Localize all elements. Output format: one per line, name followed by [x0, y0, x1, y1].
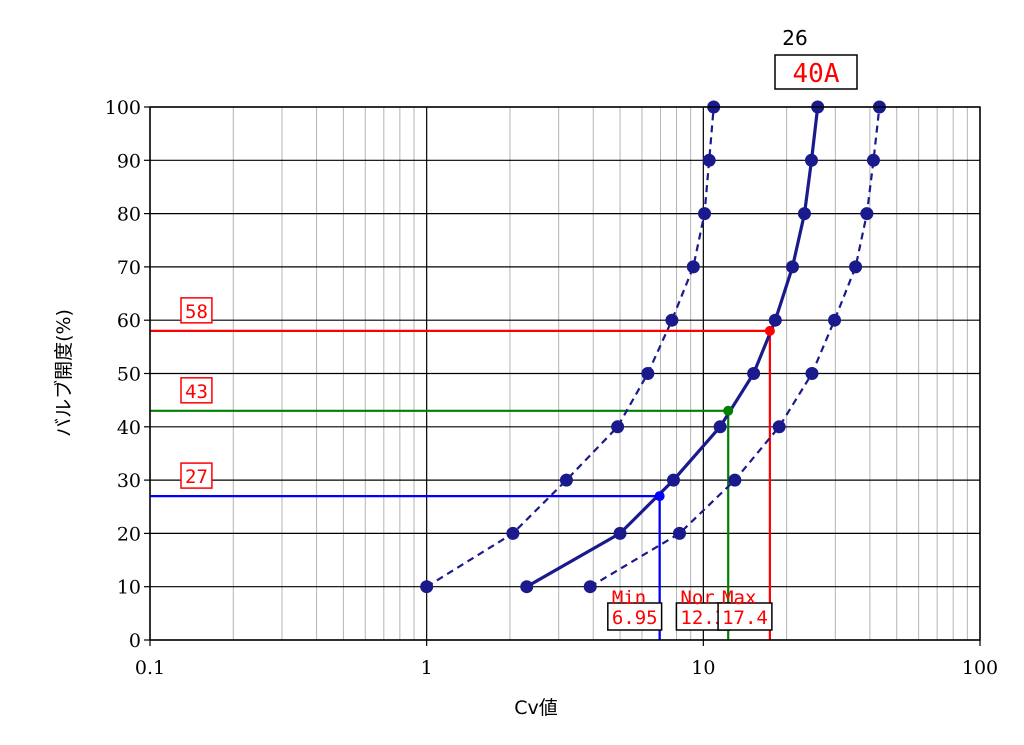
data-point-upper-bound	[728, 473, 742, 487]
data-point-nominal	[797, 207, 811, 221]
point-name-nor: Nor	[680, 587, 714, 609]
opening-label-box-min	[180, 462, 213, 489]
data-point-upper-bound	[772, 420, 786, 434]
data-point-nominal	[713, 420, 727, 434]
y-tick-label: 70	[117, 257, 141, 279]
data-point-lower-bound	[559, 473, 573, 487]
series-line-nominal	[525, 106, 820, 589]
opening-label-box-nor	[180, 377, 213, 404]
series-line-upper-bound	[589, 106, 881, 588]
cv-label-nor: 12.3	[680, 607, 726, 629]
cv-label-box-min	[607, 602, 663, 631]
data-point-lower-bound	[611, 420, 625, 434]
y-tick-label: 10	[117, 577, 141, 599]
y-tick-label: 80	[117, 204, 141, 226]
point-name-min: Min	[612, 587, 646, 609]
data-point-upper-bound	[860, 207, 874, 221]
curves	[420, 100, 886, 594]
data-point-lower-bound	[506, 526, 520, 540]
data-point-lower-bound	[665, 313, 679, 327]
y-tick-label: 100	[105, 97, 141, 119]
x-tick-label: 100	[962, 657, 998, 679]
cv-label-max: 17.4	[722, 607, 768, 629]
data-point-lower-bound	[641, 367, 655, 380]
operating-point-max	[764, 325, 775, 336]
data-point-upper-bound	[866, 153, 880, 167]
x-axis-title: Cv値	[514, 697, 558, 719]
chart-title-box	[774, 54, 858, 90]
y-axis-title: バルブ開度(%)	[52, 309, 75, 437]
series-line-lower-bound	[426, 106, 715, 588]
y-tick-label: 50	[117, 364, 141, 386]
data-point-nominal	[768, 313, 782, 327]
chart-title-main: 40A	[793, 59, 840, 89]
data-point-upper-bound	[805, 367, 819, 380]
opening-label-max: 58	[185, 301, 208, 323]
opening-label-box-max	[180, 297, 213, 324]
x-tick-label: 10	[691, 657, 715, 679]
operating-point-min	[654, 491, 665, 502]
y-tick-label: 20	[117, 523, 141, 545]
y-tick-label: 40	[117, 417, 141, 439]
data-point-nominal	[785, 260, 799, 274]
data-point-nominal	[804, 153, 818, 167]
data-point-nominal	[747, 367, 761, 380]
point-name-max: Max	[722, 587, 756, 609]
y-tick-label: 0	[129, 630, 141, 652]
cv-label-min: 6.95	[612, 607, 658, 629]
data-point-upper-bound	[849, 260, 863, 274]
data-point-lower-bound	[698, 207, 712, 221]
opening-label-min: 27	[185, 466, 208, 488]
tick-labels: 0 10 20 30 40 50 60 70 80 90 100 0.1 1 10 100	[105, 97, 998, 679]
data-point-nominal	[520, 580, 534, 594]
data-point-lower-bound	[702, 153, 716, 167]
operating-points	[654, 325, 775, 502]
y-tick-label: 30	[117, 470, 141, 492]
data-point-nominal	[666, 473, 680, 487]
opening-label-nor: 43	[185, 381, 208, 403]
chart-title-top: 26	[782, 26, 807, 50]
grid	[149, 106, 981, 641]
data-point-upper-bound	[583, 580, 597, 594]
data-point-nominal	[613, 526, 627, 540]
x-tick-label: 1	[421, 657, 433, 679]
operating-point-nor	[723, 405, 734, 416]
data-point-lower-bound	[686, 260, 700, 274]
cv-label-box-max	[717, 602, 773, 631]
x-tick-label: 0.1	[135, 657, 165, 679]
data-point-upper-bound	[672, 526, 686, 540]
y-tick-label: 60	[117, 310, 141, 332]
data-point-lower-bound	[420, 580, 434, 594]
y-tick-label: 90	[117, 150, 141, 172]
data-point-upper-bound	[828, 313, 842, 327]
